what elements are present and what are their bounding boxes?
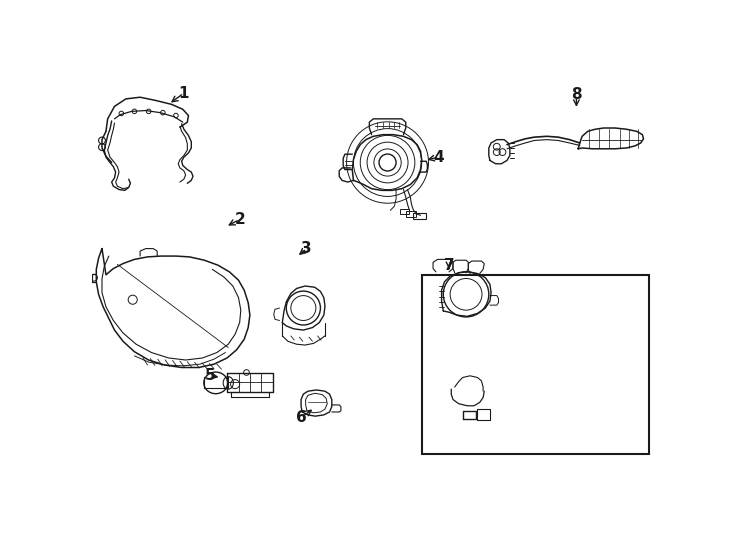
Bar bbox=[421, 275, 649, 454]
Bar bbox=[400, 208, 409, 214]
Text: 1: 1 bbox=[178, 85, 189, 100]
Text: 3: 3 bbox=[302, 241, 312, 256]
Text: 6: 6 bbox=[296, 410, 307, 425]
Text: 8: 8 bbox=[571, 87, 582, 102]
Text: 2: 2 bbox=[234, 212, 245, 227]
Bar bbox=[406, 211, 416, 217]
Bar bbox=[413, 213, 426, 219]
Text: 4: 4 bbox=[434, 150, 444, 165]
Text: 7: 7 bbox=[443, 258, 454, 273]
Text: 5: 5 bbox=[205, 368, 215, 383]
